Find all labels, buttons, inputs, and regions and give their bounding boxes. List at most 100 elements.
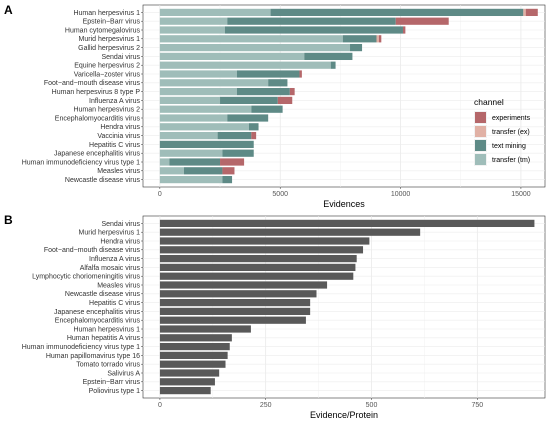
bar-experiments-human-herpesvirus-8-type-p (289, 87, 295, 96)
y-tick-label: Sendai virus (101, 54, 140, 61)
bar-transfer-tm-equine-herpesvirus-2 (159, 61, 331, 69)
bar-encephalomyocarditis-virus (159, 316, 306, 324)
y-tick-label: Human hepatitis A virus (67, 335, 141, 342)
y-tick-label: Influenza A virus (89, 256, 140, 263)
bar-text-mining-hendra-virus (248, 123, 259, 131)
bar-transfer-tm-japanese-encephalitis-virus (159, 149, 223, 157)
x-tick-labels-a: 0 5000 10000 15000 (158, 187, 531, 198)
y-tick-label: Measles virus (97, 168, 140, 175)
y-tick-label: Lymphocytic choriomeningitis virus (32, 274, 140, 281)
bar-transfer-tm-encephalomyocarditis-virus (159, 114, 228, 122)
bar-transfer-ex-murid-herpesvirus-1 (376, 35, 379, 43)
y-tick-label: Hepatitis C virus (89, 300, 140, 307)
bar-influenza-a-virus (159, 254, 357, 263)
y-tick-label: Newcastle disease virus (65, 177, 141, 184)
y-tick-label: Hendra virus (100, 238, 140, 245)
y-tick-label: Foot−and−mouth disease virus (44, 247, 141, 254)
bar-human-hepatitis-a-virus (159, 334, 232, 342)
bar-transfer-tm-human-herpesvirus-2 (159, 105, 252, 113)
bar-tomato-torrado-virus (159, 360, 226, 368)
bar-hepatitis-c-virus (159, 298, 311, 307)
y-tick-label: Human herpesvirus 1 (73, 326, 140, 333)
bar-experiments-influenza-a-virus (277, 96, 293, 105)
bars-a (159, 8, 538, 184)
y-tick-label: Sendai virus (101, 221, 140, 228)
x-tick-labels-b: 0 250 500 750 (158, 398, 483, 409)
bar-text-mining-influenza-a-virus (220, 96, 278, 105)
panel-label-a: A (4, 3, 13, 17)
y-tick-label: Tomato torrado virus (76, 362, 140, 369)
y-tick-label: Hepatitis C virus (89, 142, 140, 149)
bar-foot-and-mouth-disease-virus (159, 246, 364, 254)
bar-alfalfa-mosaic-virus (159, 263, 356, 272)
bar-transfer-tm-epstein-barr-virus (159, 17, 228, 25)
legend: channel experiments transfer (ex) text min… (474, 97, 531, 166)
x-tick-label: 750 (471, 402, 483, 409)
y-tick-label: Murid herpesvirus 1 (79, 230, 141, 237)
bar-text-mining-vaccinia-virus (217, 131, 252, 140)
bar-text-mining-hepatitis-c-virus (159, 140, 254, 149)
panel-b: B Sendai virus Murid herpesvirus 1Hendra … (4, 213, 546, 420)
y-tick-label: Alfalfa mosaic virus (80, 265, 141, 272)
y-tick-label: Influenza A virus (89, 98, 140, 105)
bar-text-mining-human-herpesvirus-8-type-p (236, 87, 290, 96)
legend-swatch-transfer-tm (475, 154, 486, 165)
y-tick-label: Human herpesvirus 8 type P (52, 89, 141, 96)
y-tick-label: Human herpesvirus 2 (73, 107, 140, 114)
bar-transfer-tm-human-immunodeficiency-virus-type-1 (159, 158, 170, 166)
bar-transfer-tm-gallid-herpesvirus-2 (159, 43, 351, 52)
legend-title: channel (474, 97, 504, 107)
legend-swatch-transfer-ex (475, 126, 486, 137)
bar-transfer-tm-influenza-a-virus (159, 96, 221, 105)
y-tick-label: Vaccinia virus (97, 133, 140, 140)
bar-salivirus-a (159, 369, 220, 377)
legend-items: experiments transfer (ex) text mining trans… (474, 111, 531, 166)
y-tick-label: Human papillomavirus type 16 (46, 353, 140, 360)
bar-human-herpesvirus-1 (159, 325, 251, 333)
bar-murid-herpesvirus-1 (159, 228, 421, 236)
x-tick-label: 250 (260, 402, 272, 409)
bar-sendai-virus (159, 219, 535, 228)
bar-transfer-tm-measles-virus (159, 167, 184, 175)
bar-transfer-tm-human-herpesvirus-8-type-p (159, 87, 237, 96)
bar-text-mining-encephalomyocarditis-virus (227, 114, 269, 122)
y-tick-label: Gallid herpesvirus 2 (78, 45, 140, 52)
y-tick-label: Newcastle disease virus (65, 291, 141, 298)
bar-text-mining-epstein-barr-virus (227, 17, 396, 25)
panel-label-b: B (4, 213, 13, 227)
bar-newcastle-disease-virus (159, 290, 317, 298)
y-tick-label: Salivirus A (107, 370, 140, 377)
bar-human-papillomavirus-type-16 (159, 351, 228, 360)
bar-transfer-tm-human-herpesvirus-1 (159, 8, 271, 17)
bar-experiments-human-herpesvirus-1 (525, 8, 538, 17)
bar-transfer-tm-newcastle-disease-virus (159, 175, 223, 184)
y-tick-label: Poliovirus type 1 (89, 388, 140, 395)
bar-experiments-epstein-barr-virus (395, 17, 449, 25)
x-tick-label: 0 (158, 191, 162, 198)
bars-b (159, 219, 535, 395)
y-tick-label: Human immunodeficiency virus type 1 (22, 159, 140, 166)
bar-text-mining-japanese-encephalitis-virus (222, 149, 254, 157)
bar-text-mining-human-immunodeficiency-virus-type-1 (169, 158, 221, 166)
legend-swatch-experiments (475, 112, 486, 123)
bar-japanese-encephalitis-virus (159, 307, 311, 316)
bar-text-mining-varicella-zoster-virus (236, 70, 300, 78)
bar-experiments-measles-virus (222, 167, 235, 175)
x-tick-label: 5000 (272, 191, 288, 198)
bar-text-mining-equine-herpesvirus-2 (330, 61, 336, 69)
bar-experiments-human-cytomegalovirus (402, 26, 406, 34)
bar-text-mining-newcastle-disease-virus (222, 175, 233, 184)
bar-text-mining-human-herpesvirus-1 (270, 8, 524, 17)
y-tick-label: Varicella−zoster virus (74, 71, 141, 78)
bar-human-immunodeficiency-virus-type-1 (159, 342, 230, 351)
y-tick-label: Encephalomyocarditis virus (55, 318, 141, 325)
bar-transfer-tm-vaccinia-virus (159, 131, 218, 140)
bar-transfer-ex-human-herpesvirus-1 (523, 8, 526, 17)
legend-label-experiments: experiments (492, 115, 531, 122)
y-tick-label: Measles virus (97, 282, 140, 289)
y-tick-label: Equine herpesvirus 2 (74, 63, 140, 70)
bar-transfer-tm-foot-and-mouth-disease-virus (159, 79, 269, 87)
bar-transfer-tm-murid-herpesvirus-1 (159, 35, 343, 43)
